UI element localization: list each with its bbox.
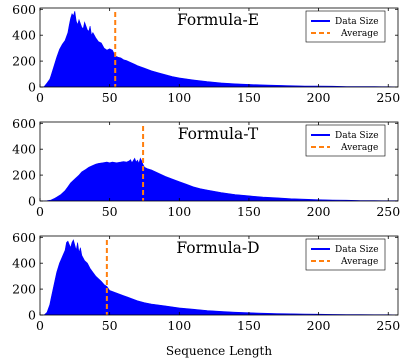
x-tick-label: 0: [36, 318, 44, 333]
y-tick-label: 600: [12, 2, 36, 17]
legend-average-label: Average: [340, 143, 378, 153]
x-tick-label: 250: [376, 204, 400, 219]
legend-data-label: Data Size: [335, 17, 379, 27]
area-data-size: [40, 11, 398, 87]
x-tick-label: 200: [307, 90, 331, 105]
panel-title: Formula-E: [177, 11, 259, 29]
legend: Data Size Average: [305, 238, 386, 271]
x-tick-label: 50: [102, 204, 118, 219]
legend-average-label: Average: [340, 29, 378, 39]
x-axis-label: Sequence Length: [166, 344, 273, 358]
axes-frame: [39, 121, 399, 202]
x-tick-label: 100: [167, 318, 191, 333]
x-tick-label: 200: [307, 318, 331, 333]
x-tick-label: 250: [376, 90, 400, 105]
y-tick-label: 0: [28, 308, 36, 323]
y-tick-label: 0: [28, 80, 36, 95]
x-tick-label: 0: [36, 90, 44, 105]
y-tick-label: 200: [12, 168, 36, 183]
x-tick-label: 0: [36, 204, 44, 219]
y-tick-label: 200: [12, 282, 36, 297]
x-tick-label: 100: [167, 90, 191, 105]
y-tick-label: 200: [12, 54, 36, 69]
legend-average-label: Average: [340, 257, 378, 267]
axes-frame: [39, 7, 399, 88]
y-tick-label: 400: [12, 28, 36, 43]
y-tick-label: 0: [28, 194, 36, 209]
legend: Data Size Average: [305, 10, 386, 43]
axes-frame: [39, 235, 399, 316]
legend-box: [305, 124, 386, 157]
x-tick-label: 150: [237, 90, 261, 105]
x-tick-label: 150: [237, 318, 261, 333]
area-data-size: [40, 239, 398, 315]
x-tick-label: 50: [102, 318, 118, 333]
panel-title: Formula-D: [176, 239, 259, 257]
x-tick-label: 150: [237, 204, 261, 219]
area-data-size: [40, 157, 398, 201]
x-tick-label: 50: [102, 90, 118, 105]
legend-data-label: Data Size: [335, 131, 379, 141]
legend-box: [305, 238, 386, 271]
y-tick-label: 600: [12, 116, 36, 131]
y-tick-label: 600: [12, 230, 36, 245]
panel-title: Formula-T: [178, 125, 259, 143]
y-tick-label: 400: [12, 256, 36, 271]
panel-formula-e: 0 50 100 150 200 250 0 200 400 600 Formula-E Data S…: [12, 2, 400, 105]
x-tick-label: 200: [307, 204, 331, 219]
legend-data-label: Data Size: [335, 245, 379, 255]
y-tick-label: 400: [12, 142, 36, 157]
x-tick-label: 250: [376, 318, 400, 333]
legend-box: [305, 10, 386, 43]
panel-formula-t: 0 50 100 150 200 250 0 200 400 600 Formula-T Data S…: [12, 116, 400, 219]
legend: Data Size Average: [305, 124, 386, 157]
x-tick-label: 100: [167, 204, 191, 219]
panel-formula-d: 0 50 100 150 200 250 0 200 400 600 Formula-D Data S…: [12, 230, 400, 333]
